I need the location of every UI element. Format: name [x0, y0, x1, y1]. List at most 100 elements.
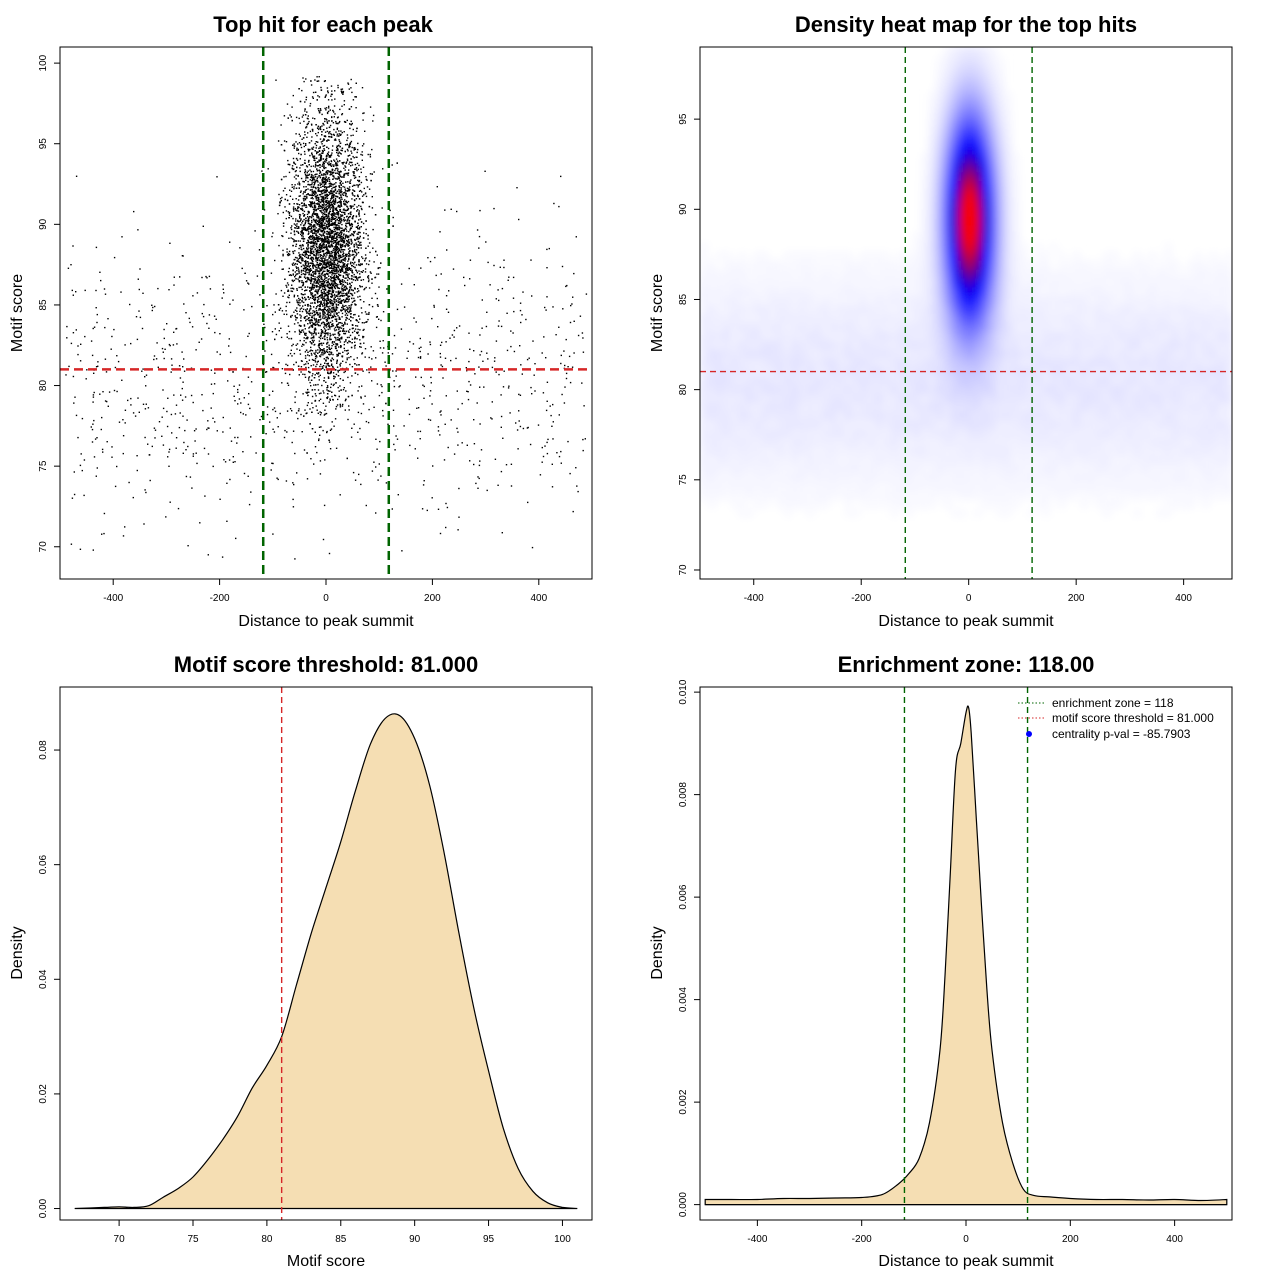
scatter-point: [354, 303, 356, 305]
scatter-point: [330, 309, 332, 311]
scatter-point: [363, 194, 365, 196]
scatter-point: [316, 451, 318, 454]
scatter-point: [350, 436, 353, 438]
scatter-point: [317, 165, 320, 167]
scatter-point: [391, 164, 393, 166]
scatter-point: [319, 281, 321, 283]
scatter-point: [319, 434, 321, 436]
scatter-point: [318, 190, 320, 192]
scatter-point: [325, 292, 327, 295]
scatter-point: [328, 135, 330, 138]
scatter-point: [320, 268, 322, 271]
scatter-point: [314, 327, 316, 329]
scatter-point: [332, 218, 334, 220]
scatter-point: [343, 266, 345, 269]
scatter-point: [311, 395, 314, 398]
scatter-point: [290, 116, 292, 118]
scatter-point: [353, 232, 355, 234]
scatter-point: [321, 337, 324, 339]
scatter-point: [352, 279, 355, 281]
scatter-point: [376, 304, 379, 306]
scatter-point: [358, 386, 360, 388]
scatter-point: [327, 252, 329, 254]
scatter-point: [303, 325, 306, 327]
scatter-point: [335, 249, 337, 251]
scatter-point: [332, 315, 334, 317]
scatter-point: [355, 325, 357, 327]
scatter-point: [311, 203, 313, 205]
scatter-point: [313, 176, 315, 179]
scatter-point: [349, 182, 351, 184]
scatter-point: [324, 182, 326, 184]
scatter-point: [322, 158, 325, 160]
scatter-point: [292, 217, 294, 220]
scatter-point: [312, 341, 314, 343]
scatter-point: [314, 302, 316, 304]
scatter-point: [314, 319, 316, 321]
scatter-point: [320, 426, 322, 428]
scatter-point: [335, 267, 338, 270]
scatter-point: [303, 195, 306, 198]
scatter-point: [333, 224, 335, 226]
scatter-point: [349, 205, 352, 207]
scatter-point: [303, 238, 306, 240]
scatter-point: [333, 273, 335, 275]
scatter-point: [360, 221, 363, 223]
scatter-point: [340, 302, 343, 304]
scatter-point: [326, 323, 328, 325]
scatter-point: [341, 227, 343, 229]
scatter-point: [334, 221, 337, 223]
scatter-point: [288, 301, 291, 304]
scatter-point: [319, 274, 321, 277]
scatter-point: [296, 223, 298, 225]
scatter-point: [293, 363, 295, 366]
scatter-point: [306, 318, 308, 321]
scatter-point: [326, 240, 328, 242]
scatter-point: [351, 338, 354, 340]
scatter-point: [317, 186, 319, 189]
scatter-point: [291, 355, 293, 357]
scatter-point: [310, 205, 313, 207]
scatter-point: [329, 200, 332, 202]
scatter-point: [325, 155, 328, 158]
scatter-point: [328, 287, 331, 290]
scatter-point: [317, 80, 320, 82]
scatter-point: [326, 351, 329, 353]
scatter-point: [323, 253, 325, 255]
scatter-point: [317, 270, 319, 272]
scatter-point: [298, 300, 300, 302]
scatter-point: [329, 302, 332, 305]
scatter-point: [339, 199, 342, 201]
scatter-point: [341, 294, 343, 297]
scatter-point: [302, 238, 304, 240]
scatter-point: [318, 344, 321, 346]
scatter-point: [324, 252, 327, 254]
scatter-point: [332, 262, 334, 264]
scatter-point: [346, 222, 349, 224]
scatter-point: [315, 354, 318, 357]
scatter-point: [345, 270, 347, 272]
scatter-point: [302, 142, 305, 145]
scatter-point: [317, 181, 319, 183]
scatter-point: [306, 197, 308, 199]
scatter-point: [308, 379, 310, 381]
scatter-point: [298, 276, 301, 279]
scatter-point: [325, 107, 328, 109]
scatter-point: [308, 266, 310, 268]
scatter-point: [316, 152, 318, 155]
scatter-point: [349, 143, 351, 146]
scatter-point: [338, 216, 340, 218]
scatter-point: [333, 313, 335, 315]
scatter-point: [328, 307, 330, 309]
scatter-point: [326, 291, 328, 293]
scatter-point: [311, 319, 313, 321]
scatter-point: [329, 337, 331, 339]
scatter-point: [338, 217, 340, 219]
scatter-point: [343, 280, 346, 282]
scatter-point: [300, 218, 302, 220]
scatter-point: [330, 207, 332, 209]
scatter-point: [323, 246, 325, 248]
scatter-point: [334, 279, 337, 281]
scatter-point: [292, 369, 294, 371]
scatter-point: [332, 303, 334, 305]
